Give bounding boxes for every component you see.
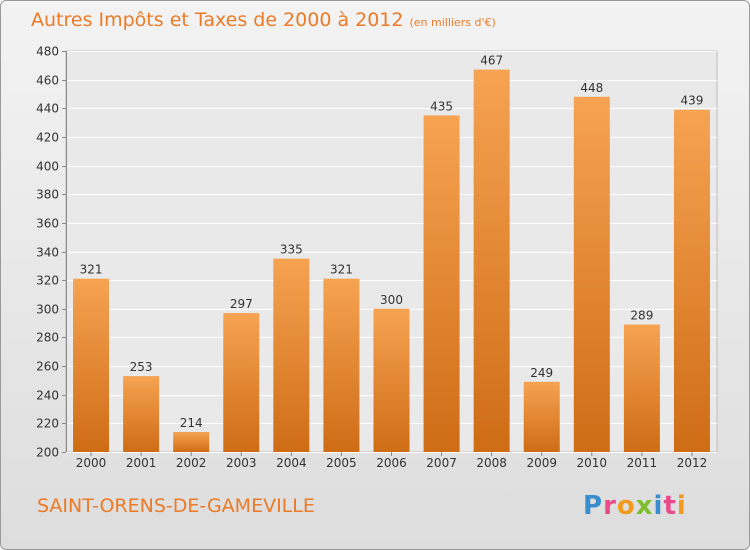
x-tick-label: 2004 bbox=[276, 456, 307, 470]
bar bbox=[73, 278, 110, 452]
y-tick-label: 480 bbox=[36, 45, 59, 59]
y-tick-label: 460 bbox=[36, 74, 59, 88]
bar bbox=[473, 69, 510, 452]
data-label: 439 bbox=[681, 94, 704, 108]
chart-title-unit: (en milliers d'€) bbox=[409, 16, 496, 29]
x-tick-label: 2012 bbox=[677, 456, 708, 470]
x-tick-label: 2003 bbox=[226, 456, 257, 470]
bar bbox=[223, 313, 260, 452]
data-label: 249 bbox=[530, 366, 553, 380]
y-axis: 200 220 240 260 280 300 320 340 360 380 400 420 440 4… bbox=[36, 45, 67, 460]
data-label: 253 bbox=[130, 360, 153, 374]
x-tick-label: 2002 bbox=[176, 456, 207, 470]
x-tick-label: 2007 bbox=[426, 456, 457, 470]
data-label: 335 bbox=[280, 243, 303, 257]
y-tick-label: 280 bbox=[36, 331, 59, 345]
logo-letter: o bbox=[616, 491, 636, 521]
y-tick-label: 400 bbox=[36, 160, 59, 174]
logo-letter: P bbox=[583, 491, 604, 521]
x-tick-label: 2001 bbox=[126, 456, 157, 470]
x-axis: 2000 2001 2002 2003 2004 2005 2006 2007 2008 2009… bbox=[76, 452, 707, 470]
x-tick-label: 2000 bbox=[76, 456, 107, 470]
proxiti-logo: Proxiti bbox=[583, 491, 687, 521]
bar bbox=[273, 258, 310, 452]
y-tick-label: 240 bbox=[36, 389, 59, 403]
commune-name: SAINT-ORENS-DE-GAMEVILLE bbox=[37, 495, 315, 517]
logo-letter: i bbox=[653, 491, 664, 521]
chart-title-main: Autres Impôts et Taxes de 2000 à 2012 bbox=[31, 9, 404, 31]
y-tick-label: 360 bbox=[36, 217, 59, 231]
bar bbox=[173, 431, 210, 452]
data-label: 214 bbox=[180, 416, 203, 430]
y-tick-label: 320 bbox=[36, 274, 59, 288]
data-label: 297 bbox=[230, 297, 253, 311]
data-label: 321 bbox=[80, 263, 103, 277]
bar bbox=[523, 381, 560, 452]
y-tick-label: 220 bbox=[36, 417, 59, 431]
data-label: 300 bbox=[380, 293, 403, 307]
y-tick-label: 440 bbox=[36, 102, 59, 116]
bar bbox=[373, 308, 410, 452]
bar bbox=[423, 115, 460, 453]
x-tick-label: 2011 bbox=[627, 456, 658, 470]
x-tick-label: 2009 bbox=[526, 456, 557, 470]
chart-title: Autres Impôts et Taxes de 2000 à 2012 (en… bbox=[31, 9, 496, 31]
y-tick-label: 420 bbox=[36, 131, 59, 145]
y-tick-label: 300 bbox=[36, 303, 59, 317]
x-tick-label: 2008 bbox=[476, 456, 507, 470]
logo-letter: t bbox=[663, 491, 677, 521]
y-tick-label: 380 bbox=[36, 188, 59, 202]
data-label: 467 bbox=[480, 54, 503, 68]
x-tick-label: 2006 bbox=[376, 456, 407, 470]
bar bbox=[573, 96, 610, 452]
logo-letter: x bbox=[635, 491, 654, 521]
data-labels: 321 253 214 297 335 321 300 435 467 249 448 289 439 bbox=[80, 54, 704, 430]
logo-letter: i bbox=[676, 491, 687, 521]
bar bbox=[123, 376, 160, 452]
data-label: 289 bbox=[630, 309, 653, 323]
data-label: 321 bbox=[330, 263, 353, 277]
data-label: 448 bbox=[580, 81, 603, 95]
data-label: 435 bbox=[430, 99, 453, 113]
y-tick-label: 200 bbox=[36, 446, 59, 460]
x-tick-label: 2005 bbox=[326, 456, 357, 470]
logo-letter: r bbox=[603, 491, 617, 521]
bar bbox=[323, 278, 360, 452]
y-tick-label: 340 bbox=[36, 246, 59, 260]
bars bbox=[73, 69, 710, 453]
y-tick-label: 260 bbox=[36, 360, 59, 374]
x-tick-label: 2010 bbox=[577, 456, 608, 470]
bar bbox=[673, 109, 710, 452]
bar bbox=[623, 324, 660, 452]
